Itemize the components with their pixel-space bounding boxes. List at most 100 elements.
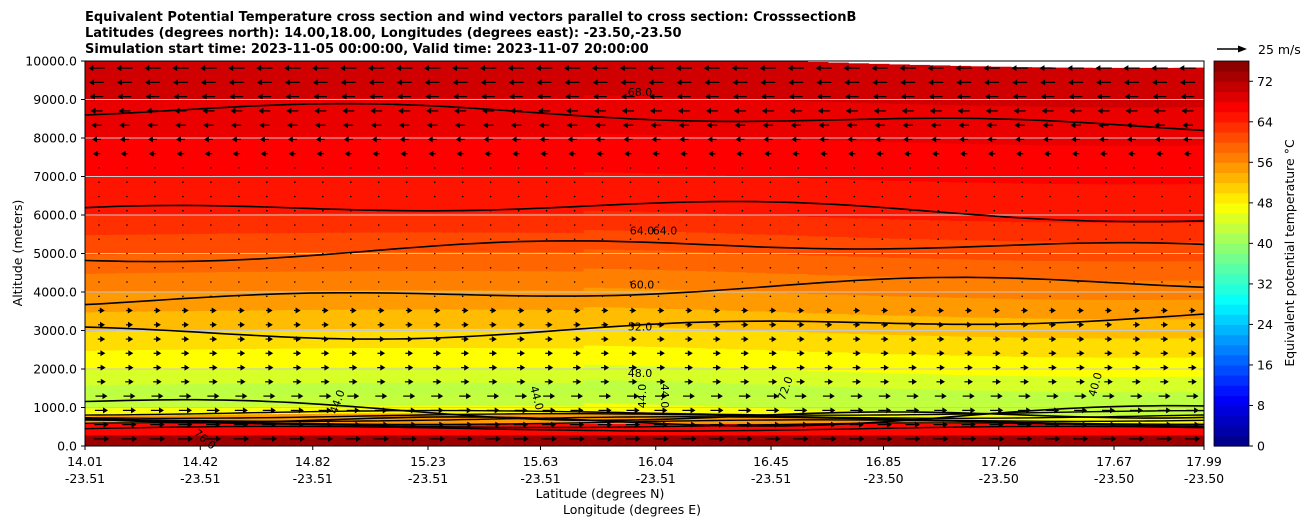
wind-vector <box>517 281 520 283</box>
wind-vector-arrowhead-icon <box>427 136 433 143</box>
wind-vector <box>853 267 856 269</box>
field-cell <box>1031 356 1053 377</box>
wind-vector <box>182 167 184 169</box>
field-cell <box>319 212 341 233</box>
wind-vector <box>1105 238 1107 240</box>
field-cell <box>970 412 992 422</box>
field-cell <box>298 434 320 446</box>
x-tick-label-lon: -23.51 <box>520 471 560 486</box>
field-cell <box>115 214 137 235</box>
field-cell <box>929 180 951 221</box>
field-cell <box>237 367 259 384</box>
field-cell <box>176 422 198 436</box>
wind-vector-arrowhead-icon <box>410 407 416 414</box>
wind-vector-arrowhead-icon <box>1155 150 1161 157</box>
wind-vector <box>1161 167 1163 169</box>
field-cell <box>380 366 402 383</box>
field-cell <box>624 249 646 270</box>
field-cell <box>888 218 910 239</box>
wind-vector-arrowhead-icon <box>509 93 515 100</box>
field-cell <box>278 405 300 414</box>
wind-vector <box>881 267 884 269</box>
field-cell <box>359 393 381 406</box>
wind-vector-arrowhead-icon <box>519 307 525 314</box>
field-cell <box>624 172 646 212</box>
field-cell <box>400 270 422 291</box>
field-cell <box>481 250 503 272</box>
wind-vector <box>993 281 995 283</box>
field-cell <box>787 273 809 294</box>
wind-vector-arrowhead-icon <box>1023 378 1029 385</box>
field-cell <box>807 331 829 352</box>
field-cell <box>909 276 931 297</box>
field-cell <box>1092 67 1114 108</box>
field-cell <box>420 96 442 137</box>
wind-vector-arrowhead-icon <box>481 93 487 100</box>
wind-vector-arrowhead-icon <box>288 150 294 157</box>
wind-vector-arrowhead-icon <box>286 107 292 114</box>
wind-vector <box>769 238 772 240</box>
field-cell <box>319 231 341 253</box>
field-cell <box>85 384 96 397</box>
field-cell <box>868 314 890 335</box>
wind-vector-arrowhead-icon <box>452 79 458 86</box>
field-cell <box>298 289 320 310</box>
contour-label: 64.0 <box>653 224 678 237</box>
wind-vector <box>322 195 324 198</box>
wind-vector-arrowhead-icon <box>547 336 553 343</box>
field-cell <box>156 383 178 396</box>
wind-vector <box>126 295 128 298</box>
field-cell <box>929 142 951 182</box>
wind-vector-arrowhead-icon <box>1026 407 1032 414</box>
wind-vector-arrowhead-icon <box>715 307 721 314</box>
wind-vector-arrowhead-icon <box>1166 407 1172 414</box>
field-cell <box>787 434 809 446</box>
field-cell <box>522 61 544 98</box>
wind-vector <box>461 209 464 212</box>
wind-vector-arrowhead-icon <box>328 435 333 442</box>
field-cell <box>380 135 402 175</box>
wind-vector-arrowhead-icon <box>621 93 627 100</box>
field-cell <box>420 381 442 395</box>
field-cell <box>217 328 239 350</box>
field-cell <box>1153 67 1175 108</box>
wind-vector-arrowhead-icon <box>382 393 388 400</box>
field-cell <box>136 137 157 177</box>
wind-vector <box>853 224 856 226</box>
field-cell <box>339 327 361 349</box>
wind-vector <box>98 224 100 226</box>
field-cell <box>848 313 870 334</box>
field-cell <box>1194 67 1204 108</box>
field-cell <box>929 419 951 424</box>
wind-vector-arrowhead-icon <box>855 307 861 314</box>
wind-vector-arrowhead-icon <box>771 307 777 314</box>
wind-vector-arrowhead-icon <box>480 79 486 86</box>
field-cell <box>990 105 1012 145</box>
wind-vector <box>1077 181 1079 183</box>
wind-vector-arrowhead-icon <box>426 122 432 129</box>
wind-vector <box>881 181 884 183</box>
field-cell <box>298 174 320 214</box>
field-cell <box>461 135 483 175</box>
wind-vector-arrowhead-icon <box>719 435 725 442</box>
wind-vector-arrowhead-icon <box>100 364 106 371</box>
wind-vector-arrowhead-icon <box>352 350 358 357</box>
wind-vector-arrowhead-icon <box>484 150 490 157</box>
wind-vector-arrowhead-icon <box>99 307 105 314</box>
wind-vector-arrowhead-icon <box>1054 421 1060 428</box>
wind-vector-arrowhead-icon <box>575 307 581 314</box>
wind-vector <box>629 181 632 183</box>
field-cell <box>990 374 1012 392</box>
wind-vector-arrowhead-icon <box>102 393 108 400</box>
field-cell <box>1112 67 1134 108</box>
wind-vector <box>294 195 296 198</box>
wind-vector-arrowhead-icon <box>871 65 877 72</box>
field-cell <box>258 213 280 234</box>
field-cell <box>583 422 605 436</box>
wind-vector-arrowhead-icon <box>603 307 609 314</box>
field-cell <box>665 392 686 406</box>
wind-vector-arrowhead-icon <box>380 378 386 385</box>
wind-vector <box>685 252 688 255</box>
field-cell <box>685 327 707 349</box>
field-cell <box>115 137 137 177</box>
